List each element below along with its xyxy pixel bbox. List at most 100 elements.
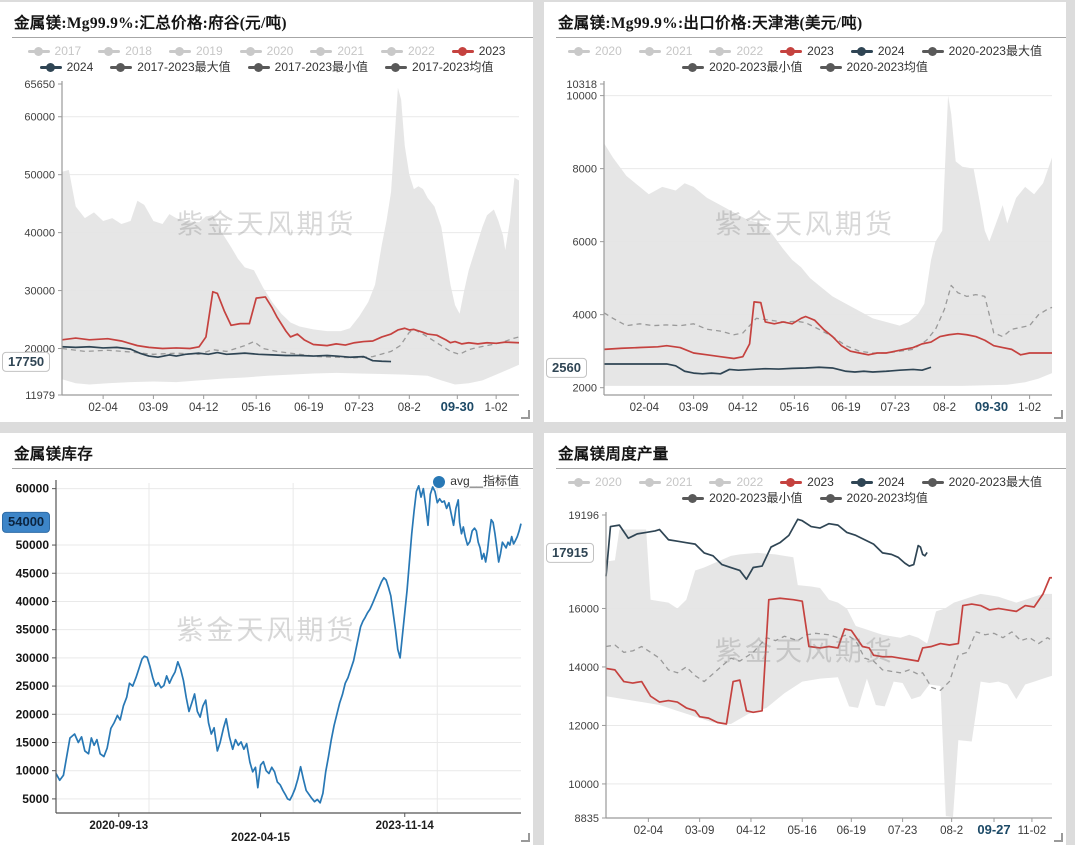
chart-legend: 2017 2018 2019 2020 2021 2022 2023 2024 2017-202…	[0, 40, 533, 76]
legend-label: 2017-2023最小值	[274, 60, 369, 75]
svg-text:03-09: 03-09	[679, 402, 708, 414]
current-value-badge: 54000	[2, 512, 51, 533]
svg-text:10318: 10318	[566, 79, 597, 91]
legend-item-2021[interactable]: 2021	[638, 475, 692, 489]
legend-item-2021[interactable]: 2021	[638, 44, 692, 58]
legend-marker-icon	[819, 63, 842, 73]
resize-corner-icon[interactable]	[521, 833, 530, 842]
current-value-badge: 17750	[2, 351, 51, 373]
legend-marker-icon	[780, 47, 803, 57]
legend-item-2020-2023-[interactable]: 2020-2023最小值	[682, 60, 803, 75]
svg-text:19196: 19196	[568, 510, 599, 522]
legend-label: 2020-2023最大值	[948, 44, 1042, 58]
legend-item-2020-2023-[interactable]: 2020-2023均值	[819, 60, 928, 75]
legend-item-2024[interactable]: 2024	[850, 475, 905, 489]
legend-item-2020-2023-[interactable]: 2020-2023最大值	[921, 475, 1042, 489]
resize-corner-icon[interactable]	[521, 410, 530, 419]
current-value-badge: 2560	[546, 357, 587, 378]
legend-item-2020[interactable]: 2020	[239, 44, 294, 58]
legend-marker-icon	[682, 494, 705, 504]
chart-plot-inventory[interactable]: avg__指标值 60000 50000 45000 40000 35000 30000 2…	[0, 471, 533, 845]
svg-text:6000: 6000	[573, 237, 597, 249]
svg-text:06-19: 06-19	[831, 402, 860, 414]
legend-marker-icon	[433, 475, 446, 488]
resize-corner-icon[interactable]	[1054, 833, 1063, 842]
svg-text:4000: 4000	[573, 310, 597, 322]
current-value-badge: 17915	[546, 542, 595, 563]
svg-text:10000: 10000	[566, 91, 597, 103]
legend-item-2023[interactable]: 2023	[780, 475, 834, 489]
svg-text:06-19: 06-19	[837, 825, 866, 837]
legend-item-2022[interactable]: 2022	[381, 44, 435, 58]
svg-text:2020-09-13: 2020-09-13	[89, 820, 148, 832]
legend-item-2020-2023-[interactable]: 2020-2023最大值	[921, 44, 1042, 58]
resize-corner-icon[interactable]	[1054, 410, 1063, 419]
svg-text:09-30: 09-30	[975, 399, 1008, 414]
svg-text:15000: 15000	[16, 735, 50, 749]
svg-text:8000: 8000	[573, 164, 597, 176]
legend-marker-icon	[381, 47, 404, 57]
legend-label: 2020	[266, 44, 294, 58]
legend-marker-icon	[850, 47, 873, 57]
svg-text:1-02: 1-02	[485, 402, 508, 414]
legend-item-2020-2023-[interactable]: 2020-2023均值	[819, 491, 928, 505]
svg-text:05-16: 05-16	[788, 825, 817, 837]
chart-plot-fugu-price[interactable]: 65650 60000 50000 40000 30000 20000 11979 02-04…	[0, 76, 533, 422]
chart-panel-export-price: 金属镁:Mg99.9%:出口价格:天津港(美元/吨) 2020 2021 2022 2…	[544, 2, 1066, 422]
legend-label: avg__指标值	[450, 474, 519, 488]
legend-marker-icon	[638, 478, 661, 488]
legend-marker-icon	[709, 478, 732, 488]
legend-marker-icon	[568, 478, 591, 488]
svg-text:03-09: 03-09	[139, 402, 168, 414]
legend-item-2024[interactable]: 2024	[850, 44, 905, 58]
title-divider	[556, 37, 1066, 38]
legend-item-2020-2023-[interactable]: 2020-2023最小值	[682, 491, 803, 505]
legend-item-2021[interactable]: 2021	[310, 44, 364, 58]
legend-label: 2020-2023均值	[846, 60, 928, 75]
chart-plot-weekly-output[interactable]: 19196 16000 14000 12000 10000 8835 02-04 03-09 0…	[544, 507, 1066, 845]
svg-text:04-12: 04-12	[189, 402, 218, 414]
legend-item-2019[interactable]: 2019	[168, 44, 223, 58]
chart-panel-fugu-price: 金属镁:Mg99.9%:汇总价格:府谷(元/吨) 2017 2018 2019 202…	[0, 2, 533, 422]
chart-legend: 2020 2021 2022 2023 2024 2020-2023最大值 2020-202…	[544, 40, 1066, 76]
legend-item-2022[interactable]: 2022	[709, 475, 763, 489]
legend-marker-icon	[819, 494, 842, 504]
chart-title-weekly-output: 金属镁周度产量	[558, 446, 669, 463]
legend-item-2020[interactable]: 2020	[568, 475, 622, 489]
title-divider	[556, 468, 1066, 469]
legend-item-2017-2023-[interactable]: 2017-2023最大值	[110, 60, 231, 75]
legend-marker-icon	[98, 47, 121, 57]
svg-text:65650: 65650	[24, 79, 55, 91]
legend-item-2020[interactable]: 2020	[568, 44, 622, 58]
svg-text:06-19: 06-19	[294, 402, 323, 414]
legend-item-2018[interactable]: 2018	[98, 44, 152, 58]
legend-label: 2017-2023最大值	[137, 60, 231, 75]
legend-label: 2023	[478, 44, 506, 58]
svg-text:11-02: 11-02	[1018, 825, 1047, 837]
legend-label: 2018	[125, 44, 152, 58]
legend-label: 2020-2023最大值	[948, 475, 1042, 489]
svg-text:30000: 30000	[16, 651, 50, 665]
legend-item-2017[interactable]: 2017	[27, 44, 82, 58]
legend-label: 2023	[807, 475, 834, 489]
svg-text:35000: 35000	[16, 623, 50, 637]
chart-panel-weekly-output: 金属镁周度产量 2020 2021 2022 2023 2024 2020-2023最大值…	[544, 433, 1066, 845]
legend-marker-icon	[780, 478, 803, 488]
svg-text:1-02: 1-02	[1018, 402, 1041, 414]
legend-item-2024[interactable]: 2024	[39, 60, 93, 74]
svg-text:30000: 30000	[24, 286, 55, 298]
svg-text:09-27: 09-27	[977, 822, 1010, 837]
legend-item-2023[interactable]: 2023	[780, 44, 834, 58]
legend-label: 2020-2023最小值	[709, 60, 803, 75]
legend-item-2017-2023-[interactable]: 2017-2023均值	[385, 60, 493, 74]
legend-label: 2020	[595, 44, 622, 58]
legend-item-2017-2023-[interactable]: 2017-2023最小值	[247, 60, 369, 75]
chart-legend: 2020 2021 2022 2023 2024 2020-2023最大值 2020-202…	[544, 471, 1066, 507]
legend-label: 2017	[54, 44, 82, 58]
legend-item-2023[interactable]: 2023	[451, 44, 506, 58]
svg-text:50000: 50000	[16, 538, 50, 552]
chart-plot-export-price[interactable]: 10318 10000 8000 6000 4000 2000 02-04 03-09 04-1…	[544, 76, 1066, 422]
legend-item-2022[interactable]: 2022	[709, 44, 763, 58]
legend-item-avg__-[interactable]: avg__指标值	[433, 474, 519, 488]
